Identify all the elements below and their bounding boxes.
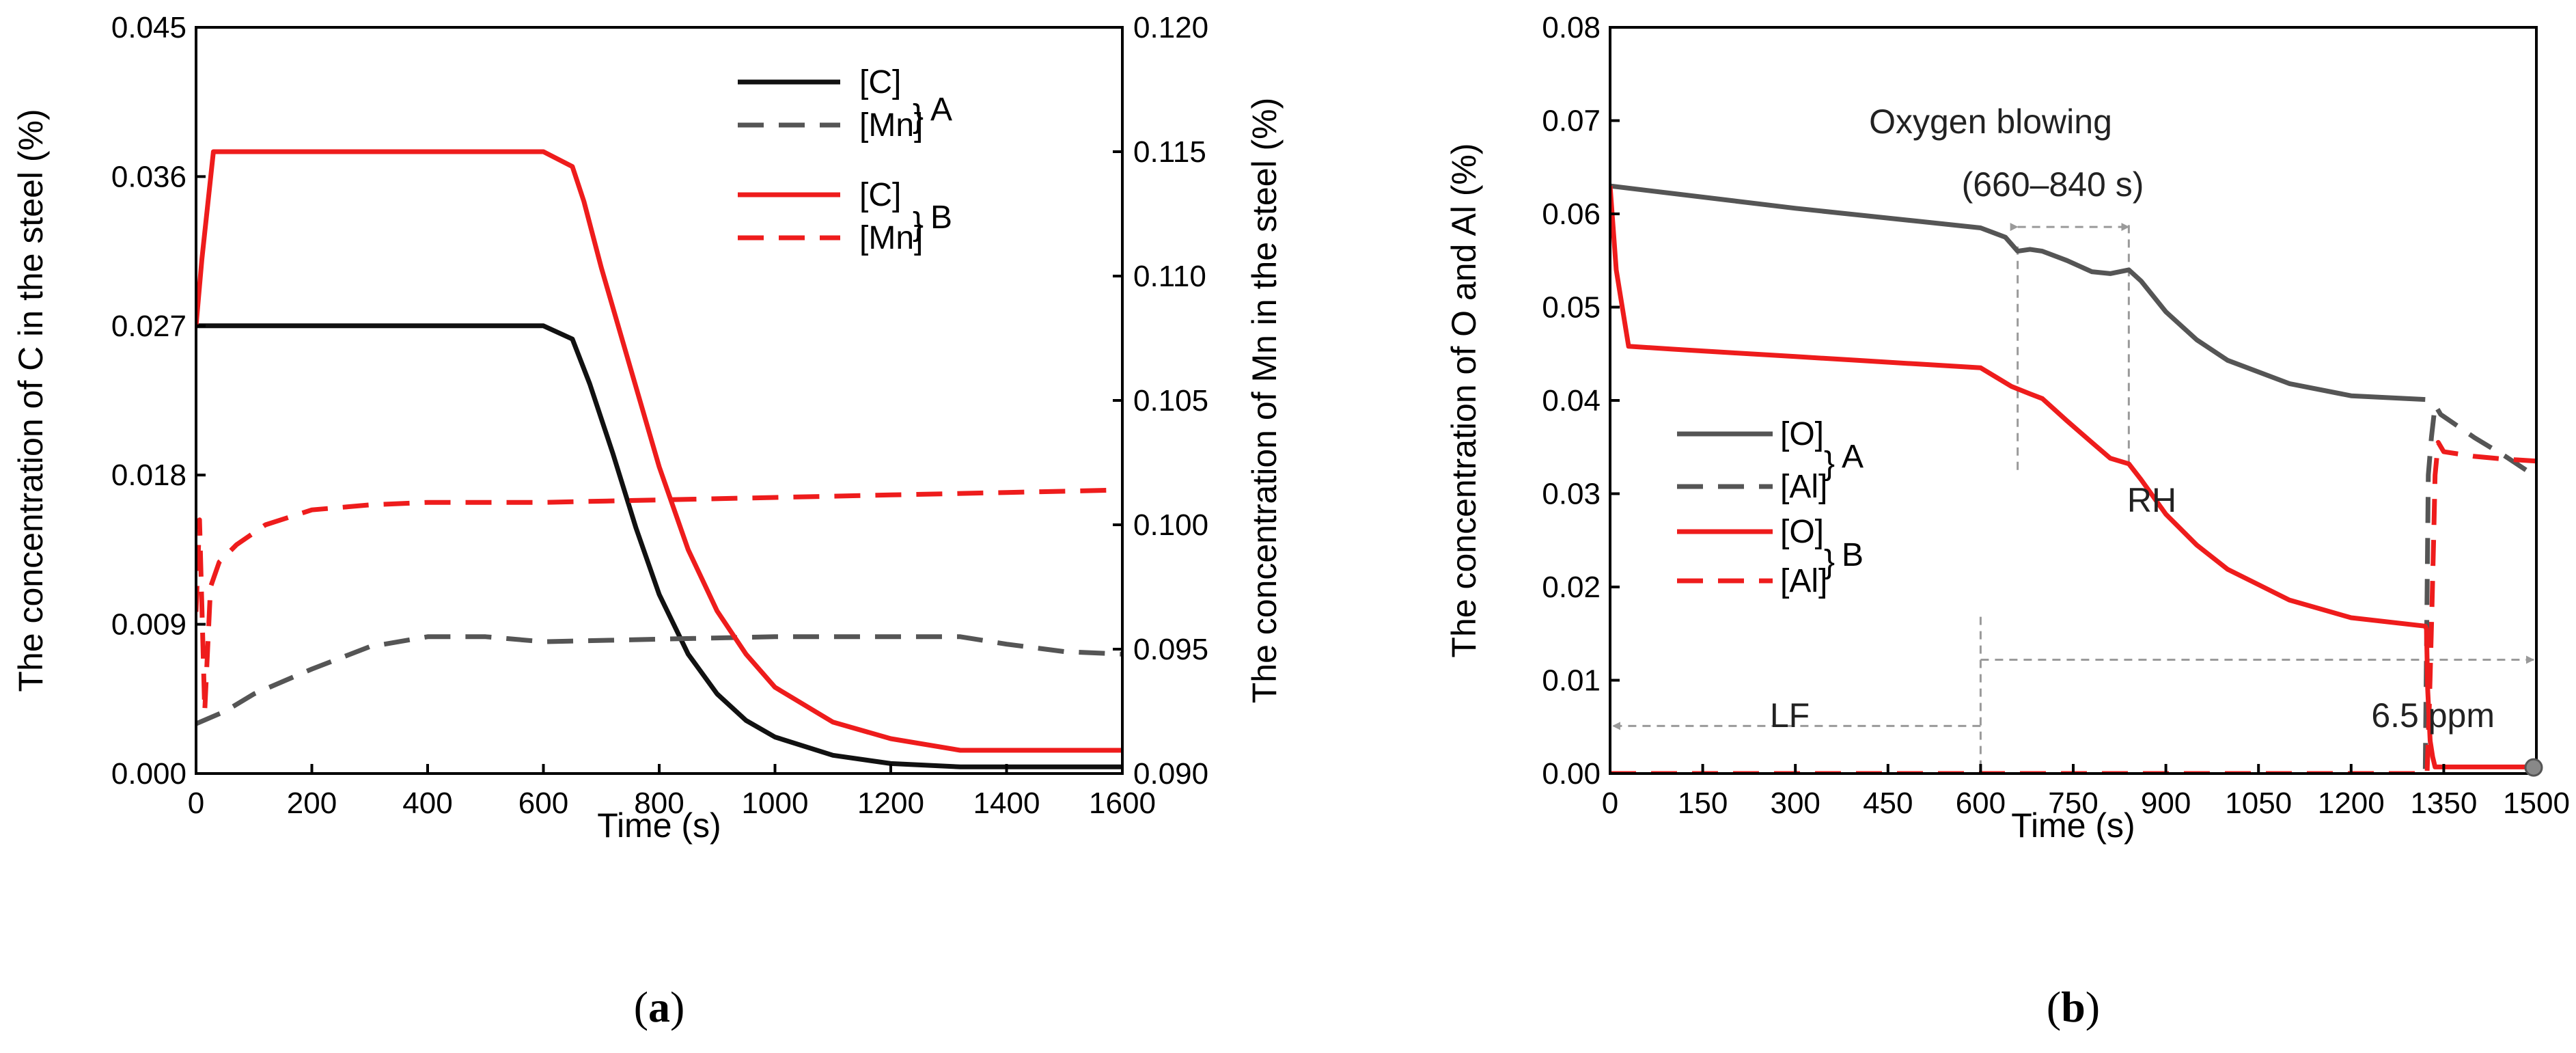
panel-b-y-tick-label: 0.05 bbox=[1542, 291, 1601, 325]
panel-b-series-o-b bbox=[1610, 185, 2536, 769]
panel-a-left-y-tick-label: 0.045 bbox=[111, 11, 186, 44]
panel-a-x-tick-label: 400 bbox=[402, 787, 452, 820]
panel-b-series-group bbox=[1610, 183, 2536, 774]
legend-group-a: A bbox=[930, 92, 952, 128]
panel-b-y-tick-label: 0.08 bbox=[1542, 11, 1601, 44]
panel-b-x-tick-label: 1050 bbox=[2225, 787, 2292, 820]
panel-b-y-tick-label: 0.07 bbox=[1542, 105, 1601, 138]
legend-label-mn-b: [Mn] bbox=[859, 220, 923, 256]
panel-a-left-y-tick-label: 0.036 bbox=[111, 160, 186, 193]
panel-a-left-y-tick-label: 0.009 bbox=[111, 608, 186, 642]
panel-b-x-tick-label: 750 bbox=[2048, 787, 2098, 820]
legend-brace-b-b: } bbox=[1824, 544, 1835, 580]
panel-a-right-y-tick-label: 0.090 bbox=[1133, 757, 1208, 791]
panel-b-x-axis-label: Time (s) bbox=[2011, 806, 2135, 845]
panel-b-legend: [O] [Al] } A [O] [Al] } B bbox=[1677, 416, 1864, 599]
panel-b-x-tick-label: 600 bbox=[1956, 787, 2006, 820]
panel-a-x-tick-label: 1400 bbox=[973, 787, 1040, 820]
panel-a-right-y-tick-label: 0.100 bbox=[1133, 508, 1208, 542]
panel-a-right-y-tick-label: 0.110 bbox=[1133, 260, 1206, 293]
ppm-label: 6.5 ppm bbox=[2371, 696, 2495, 735]
panel-a-right-y-tick-label: 0.105 bbox=[1133, 384, 1208, 418]
panel-b-x-tick-label: 150 bbox=[1678, 787, 1728, 820]
panel-a-x-tick-label: 600 bbox=[518, 787, 568, 820]
panel-a: 0 200 400 600 800 1000 1200 1400 1600 0.000 0.009 0… bbox=[12, 11, 1284, 1031]
panel-a-series-mn-a bbox=[196, 634, 1122, 726]
legend-group-b-b: B bbox=[1842, 537, 1864, 573]
panel-b-x-tick-label: 0 bbox=[1602, 787, 1618, 820]
panel-b-y-tick-label: 0.04 bbox=[1542, 384, 1601, 418]
panel-b-x-tick-label: 300 bbox=[1770, 787, 1820, 820]
panel-a-series-mn-b bbox=[196, 487, 1122, 714]
panel-a-left-y-axis-label: The concentration of C in the steel (%) bbox=[12, 109, 50, 692]
legend-label-mn-a: [Mn] bbox=[859, 107, 923, 143]
panel-a-series-c-a bbox=[196, 323, 1122, 769]
lf-label: LF bbox=[1770, 696, 1810, 735]
panel-a-right-y-tick-label: 0.095 bbox=[1133, 633, 1208, 666]
panel-a-ticks: 0 200 400 600 800 1000 1200 1400 1600 0.000 0.009 0… bbox=[111, 11, 1208, 820]
legend-brace-a: } bbox=[913, 98, 924, 135]
panel-a-caption: (a) bbox=[634, 983, 685, 1031]
panel-b-x-tick-label: 1200 bbox=[2318, 787, 2385, 820]
panel-a-left-y-tick-label: 0.000 bbox=[111, 757, 186, 791]
panel-a-x-tick-label: 1000 bbox=[742, 787, 809, 820]
panel-b-y-tick-label: 0.01 bbox=[1542, 664, 1601, 698]
panel-b-x-tick-label: 900 bbox=[2141, 787, 2191, 820]
panel-b-series-al-b bbox=[1610, 439, 2536, 774]
panel-b-y-axis-label: The concentration of O and Al (%) bbox=[1445, 143, 1483, 657]
panel-b-x-tick-label: 450 bbox=[1863, 787, 1913, 820]
legend-brace-b: } bbox=[913, 206, 924, 243]
legend-label-o-a: [O] bbox=[1780, 416, 1824, 452]
ppm-marker bbox=[2524, 758, 2543, 777]
panel-a-x-tick-label: 1600 bbox=[1089, 787, 1156, 820]
legend-group-a-b: A bbox=[1842, 439, 1864, 475]
panel-a-x-tick-label: 200 bbox=[287, 787, 337, 820]
panel-a-x-tick-label: 1200 bbox=[857, 787, 924, 820]
panel-b-y-tick-label: 0.00 bbox=[1542, 757, 1601, 791]
legend-label-c-b: [C] bbox=[859, 177, 901, 213]
panel-b-x-tick-label: 1500 bbox=[2503, 787, 2570, 820]
panel-a-legend: [C] [Mn] } A [C] [Mn] } B bbox=[738, 64, 952, 256]
oxygen-blowing-range-label: (660–840 s) bbox=[1962, 165, 2144, 204]
panel-b-y-tick-label: 0.03 bbox=[1542, 478, 1601, 511]
panel-b-x-tick-label: 1350 bbox=[2410, 787, 2477, 820]
panel-b-ticks: 0 150 300 450 600 750 900 1050 1200 1350 1500 0.00 0… bbox=[1542, 11, 2570, 820]
panel-a-right-y-axis-label: The concentration of Mn in the steel (%) bbox=[1245, 98, 1284, 704]
panel-a-x-tick-label: 0 bbox=[188, 787, 204, 820]
panel-a-series-group bbox=[196, 149, 1122, 769]
panel-b-series-o-a bbox=[1610, 183, 2426, 402]
panel-b-annotation-guides bbox=[1612, 223, 2534, 774]
panel-a-plot-frame bbox=[195, 26, 1124, 775]
legend-label-o-b: [O] bbox=[1780, 514, 1824, 550]
panel-b-y-tick-label: 0.02 bbox=[1542, 571, 1601, 604]
panel-a-right-y-tick-label: 0.115 bbox=[1133, 135, 1206, 169]
panel-a-x-axis-label: Time (s) bbox=[597, 806, 721, 845]
panel-b: 0 150 300 450 600 750 900 1050 1200 1350 1500 0.00 0… bbox=[1445, 11, 2570, 1031]
legend-brace-a-b: } bbox=[1824, 446, 1835, 482]
panel-b-y-tick-label: 0.06 bbox=[1542, 197, 1601, 231]
panel-a-series-c-b bbox=[196, 149, 1122, 753]
oxygen-blowing-label: Oxygen blowing bbox=[1869, 102, 2112, 141]
legend-label-al-a: [Al] bbox=[1780, 469, 1827, 505]
panel-a-x-tick-label: 800 bbox=[634, 787, 684, 820]
legend-label-c-a: [C] bbox=[859, 64, 901, 100]
panel-b-caption: (b) bbox=[2047, 983, 2100, 1031]
panel-a-right-y-tick-label: 0.120 bbox=[1133, 11, 1208, 44]
legend-group-b: B bbox=[930, 200, 952, 236]
legend-label-al-b: [Al] bbox=[1780, 563, 1827, 599]
rh-label: RH bbox=[2127, 481, 2176, 519]
panel-a-left-y-tick-label: 0.018 bbox=[111, 459, 186, 492]
panel-a-left-y-tick-label: 0.027 bbox=[111, 310, 186, 343]
